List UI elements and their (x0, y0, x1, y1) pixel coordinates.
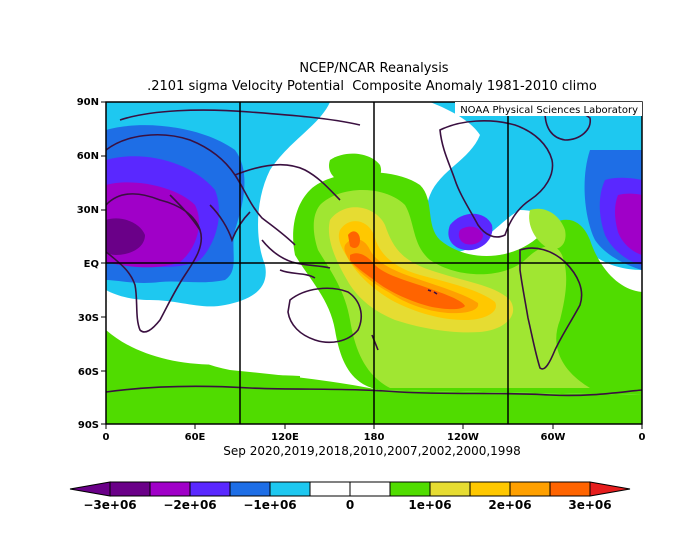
colorbar: −3e+06 −2e+06 −1e+06 0 1e+06 2e+06 3e+06 (69, 481, 631, 512)
lon-label-120w: 120W (447, 432, 479, 443)
lon-label-180: 180 (364, 432, 385, 443)
colorbar-label-neg1: −1e+06 (243, 498, 296, 512)
colorbar-box (149, 481, 191, 497)
colorbar-box (549, 481, 591, 497)
colorbar-box (389, 481, 431, 497)
lon-label-120e: 120E (271, 432, 299, 443)
colorbar-arrow-right (589, 481, 631, 497)
colorbar-boxes (69, 481, 631, 497)
lon-label-60w: 60W (541, 432, 566, 443)
colorbar-box (229, 481, 271, 497)
colorbar-box (189, 481, 231, 497)
colorbar-label-neg2: −2e+06 (163, 498, 216, 512)
anomaly-map: NOAA Physical Sciences Laboratory 90N 60… (77, 97, 646, 443)
colorbar-box (109, 481, 151, 497)
lon-label-0w: 0 (103, 432, 110, 443)
colorbar-label-pos2: 2e+06 (488, 498, 531, 512)
lon-label-60e: 60E (185, 432, 206, 443)
colorbar-box (269, 481, 311, 497)
colorbar-label-pos1: 1e+06 (408, 498, 451, 512)
colorbar-box (509, 481, 551, 497)
coastlines (106, 109, 642, 397)
colorbar-box (309, 481, 351, 497)
axis-ticks (101, 101, 643, 429)
colorbar-arrow-left (69, 481, 111, 497)
lat-label-eq: EQ (84, 259, 99, 270)
lat-label-30s: 30S (78, 313, 99, 324)
lat-label-30n: 30N (77, 205, 99, 216)
lat-label-90s: 90S (78, 420, 99, 431)
lat-label-90n: 90N (77, 97, 99, 108)
lat-label-60s: 60S (78, 367, 99, 378)
colorbar-box (469, 481, 511, 497)
map-title: NCEP/NCAR Reanalysis (299, 61, 449, 76)
watermark-label: NOAA Physical Sciences Laboratory (460, 105, 638, 116)
map-subtitle: .2101 sigma Velocity Potential Composite… (147, 79, 597, 94)
years-caption: Sep 2020,2019,2018,2010,2007,2002,2000,1… (223, 444, 521, 458)
colorbar-box (429, 481, 471, 497)
lat-label-60n: 60N (77, 151, 99, 162)
colorbar-box (349, 481, 391, 497)
colorbar-label-zero: 0 (346, 498, 354, 512)
lon-label-0e: 0 (639, 432, 646, 443)
colorbar-label-neg3: −3e+06 (83, 498, 136, 512)
colorbar-label-pos3: 3e+06 (568, 498, 611, 512)
